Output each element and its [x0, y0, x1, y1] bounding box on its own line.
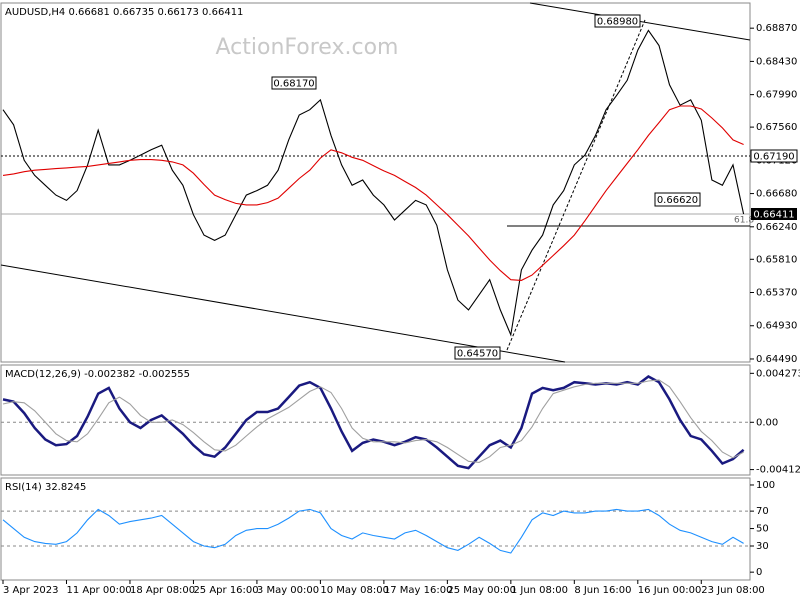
annotation: 0.66620: [657, 195, 698, 206]
y-tick-label: 0.00: [756, 417, 778, 428]
y-tick-label: 0.68870: [756, 23, 797, 34]
annotation-box: [454, 346, 501, 360]
x-tick-label: 25 May 00:00: [447, 585, 516, 596]
watermark: ActionForex.com: [216, 35, 399, 60]
annotation-box: [654, 192, 701, 207]
x-tick-label: 1 Jun 08:00: [511, 585, 568, 596]
channel-bottom: [0, 264, 566, 363]
panel-title: MACD(12,26,9) -0.002382 -0.002555: [5, 369, 190, 380]
panel-title: RSI(14) 32.8245: [5, 482, 86, 493]
x-tick-label: 23 Jun 08:00: [701, 585, 765, 596]
panel-title: AUDUSD,H4 0.66681 0.66735 0.66173 0.6641…: [5, 7, 243, 18]
y-tick-label: 0.65370: [756, 288, 797, 299]
annotation: 0.68170: [273, 79, 314, 90]
last-price-label: 0.66411: [753, 210, 794, 221]
y-tick-label: 0.66240: [756, 222, 797, 233]
series-line: [2, 508, 744, 554]
price-tag: [751, 208, 797, 220]
y-tick-label: 0.67990: [756, 90, 797, 101]
x-tick-label: 16 Jun 00:00: [638, 585, 702, 596]
y-tick-label: 30: [756, 541, 769, 552]
x-tick-label: 3 Apr 2023: [3, 585, 58, 596]
x-tick-label: 11 Apr 00:00: [66, 585, 131, 596]
y-tick-label: 0.68430: [756, 56, 797, 67]
x-tick-label: 17 May 16:00: [384, 585, 453, 596]
y-tick-label: 70: [756, 506, 769, 517]
fib-label: 61.8: [734, 216, 754, 226]
x-tick-label: 8 Jun 16:00: [574, 585, 631, 596]
y-tick-label: 50: [756, 524, 769, 535]
annotation: 0.64570: [457, 349, 498, 360]
level-label: 0.67190: [753, 152, 794, 163]
price-panel: [0, 2, 751, 363]
annotation-box: [271, 76, 317, 90]
annotation: 0.68980: [597, 17, 638, 28]
y-tick-label: 0.64490: [756, 354, 797, 365]
y-tick-label: 100: [756, 480, 775, 491]
x-tick-label: 3 May 00:00: [257, 585, 319, 596]
series-line: [2, 29, 745, 337]
macd-panel: [0, 364, 751, 476]
y-tick-label: 0.65810: [756, 254, 797, 265]
y-tick-label: 0.67560: [756, 122, 797, 133]
series-line: [2, 105, 744, 281]
x-tick-label: 25 Apr 16:00: [193, 585, 258, 596]
series-line: [2, 379, 744, 463]
x-tick-label: 18 Apr 08:00: [130, 585, 195, 596]
y-tick-label: -0.004128: [756, 465, 800, 476]
y-tick-label: 0.66680: [756, 189, 797, 200]
annotation-box: [594, 14, 641, 28]
x-tick-label: 10 May 08:00: [320, 585, 389, 596]
y-tick-label: 0.004273: [756, 368, 800, 379]
level-tag: [750, 149, 798, 163]
y-tick-label: 0: [756, 567, 762, 578]
y-tick-label: 0.64930: [756, 321, 797, 332]
